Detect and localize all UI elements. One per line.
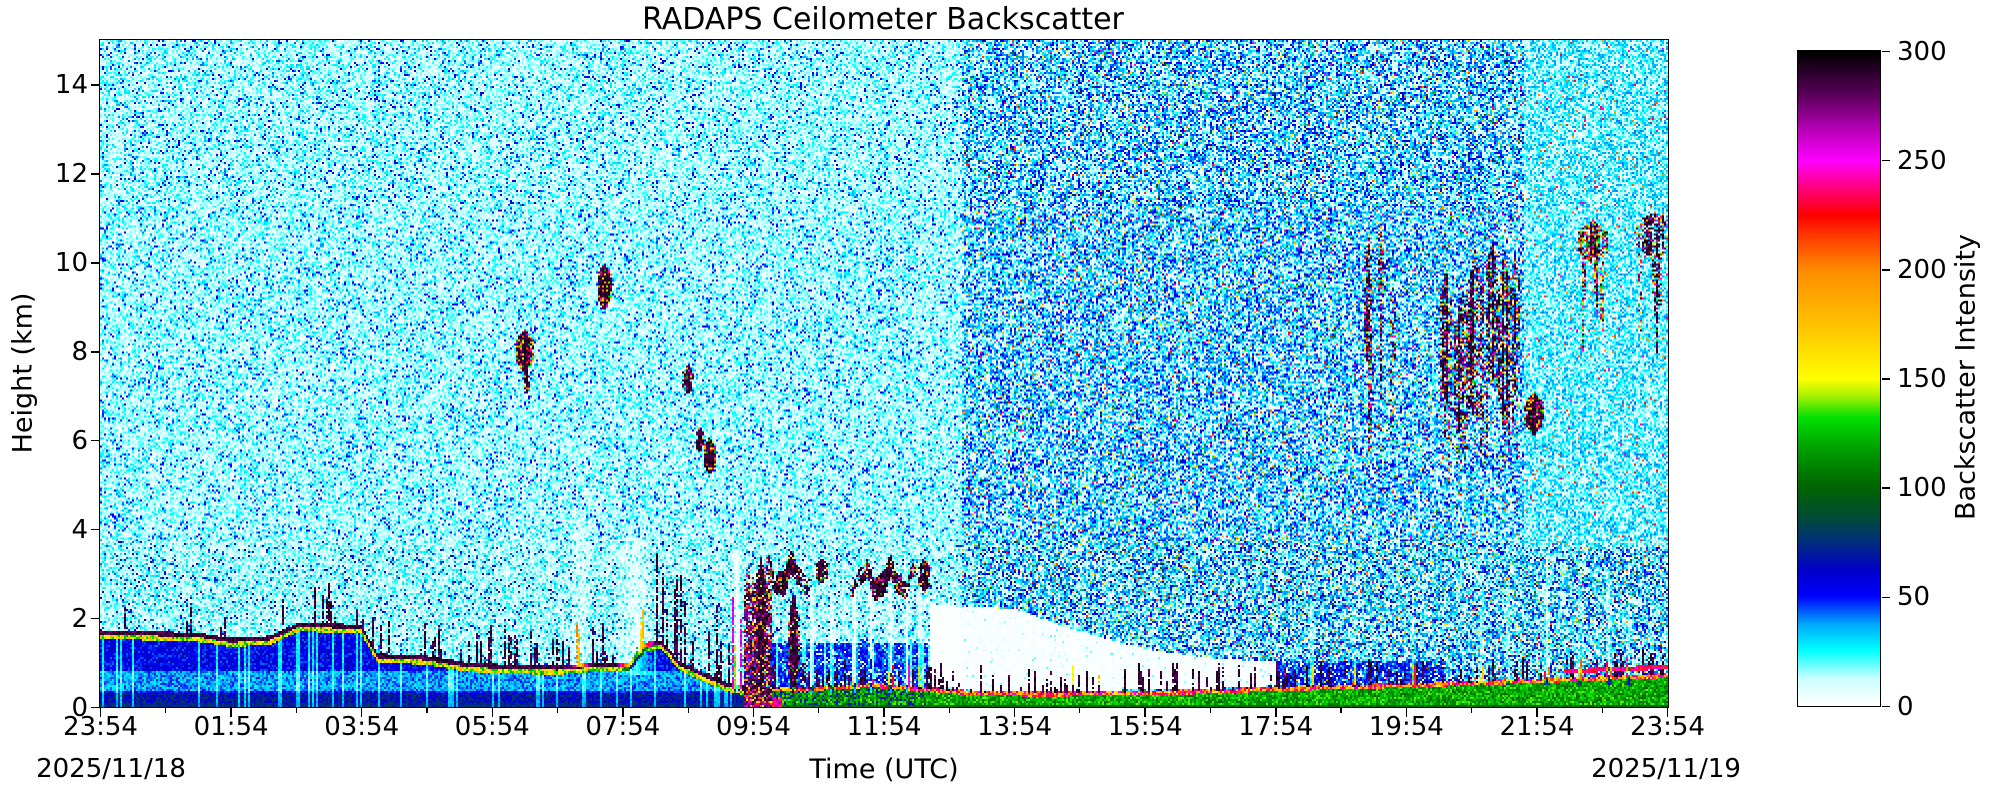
x-minor-tick [165, 708, 167, 713]
colorbar-tick-label: 200 [1897, 254, 1947, 285]
y-tick-label: 6 [71, 425, 88, 456]
colorbar-tick [1882, 596, 1890, 599]
x-major-tick [491, 708, 493, 717]
y-major-tick [91, 528, 100, 531]
x-minor-tick [687, 708, 689, 713]
y-major-tick [91, 439, 100, 442]
x-major-tick [99, 708, 102, 717]
colorbar-tick [1882, 705, 1890, 708]
x-major-tick [1013, 708, 1016, 717]
colorbar-tick [1882, 159, 1890, 162]
y-tick-label: 8 [71, 336, 88, 367]
x-minor-tick [1340, 708, 1342, 713]
x-tick-label: 05:54 [454, 712, 530, 742]
x-minor-tick [818, 708, 820, 713]
colorbar-label: Backscatter Intensity [1950, 234, 1982, 520]
x-tick-label: 23:54 [1630, 712, 1705, 742]
colorbar-tick [1882, 487, 1890, 489]
x-axis-label: Time (UTC) [809, 754, 959, 785]
x-minor-tick [426, 708, 428, 713]
colorbar-gradient [1798, 51, 1880, 706]
y-major-tick [91, 173, 100, 175]
x-tick-label: 07:54 [585, 712, 661, 742]
x-tick-label: 09:54 [715, 712, 791, 742]
x-tick-label: 23:54 [63, 712, 138, 742]
x-major-tick [360, 708, 363, 717]
y-tick-label: 14 [54, 69, 88, 100]
colorbar-tick [1882, 269, 1890, 271]
y-tick-label: 0 [71, 692, 88, 723]
colorbar-tick [1882, 378, 1890, 380]
x-minor-tick [1079, 708, 1081, 713]
colorbar-tick-label: 50 [1897, 582, 1931, 613]
x-tick-label: 03:54 [324, 712, 400, 742]
y-tick-label: 10 [54, 247, 88, 278]
y-tick-label: 12 [54, 158, 88, 189]
x-tick-label: 19:54 [1368, 712, 1444, 742]
y-tick-label: 2 [71, 603, 88, 634]
colorbar-tick [1882, 50, 1890, 53]
colorbar-tick-label: 250 [1897, 145, 1947, 176]
x-tick-label: 21:54 [1499, 712, 1575, 742]
y-major-tick [91, 617, 100, 620]
x-major-tick [752, 708, 755, 717]
x-major-tick [883, 708, 885, 717]
heatmap-canvas [100, 40, 1668, 707]
colorbar [1797, 50, 1881, 707]
x-minor-tick [295, 708, 297, 713]
x-major-tick [1666, 708, 1669, 717]
y-major-tick [91, 351, 100, 353]
x-major-tick [230, 708, 232, 717]
x-minor-tick [1209, 708, 1212, 713]
chart-title: RADAPS Ceilometer Backscatter [642, 2, 1124, 37]
x-tick-label: 01:54 [193, 712, 269, 742]
x-major-tick [1144, 708, 1146, 717]
x-axis-date-left: 2025/11/18 [36, 754, 186, 784]
y-major-tick [91, 262, 100, 264]
x-minor-tick [1471, 708, 1473, 713]
x-major-tick [1405, 708, 1408, 717]
colorbar-tick-label: 100 [1897, 473, 1947, 504]
x-major-tick [622, 708, 624, 717]
y-tick-label: 4 [71, 514, 88, 545]
y-major-tick [91, 84, 100, 86]
x-major-tick [1536, 708, 1538, 717]
y-axis-label: Height (km) [7, 292, 39, 454]
plot-area [99, 39, 1669, 708]
x-minor-tick [1601, 708, 1603, 713]
colorbar-tick-label: 0 [1897, 691, 1914, 722]
x-axis-date-right: 2025/11/19 [1591, 754, 1741, 784]
y-major-tick [91, 706, 100, 709]
x-tick-label: 15:54 [1107, 712, 1183, 742]
x-minor-tick [948, 708, 950, 713]
x-tick-label: 11:54 [846, 712, 922, 742]
colorbar-tick-label: 300 [1897, 36, 1947, 67]
colorbar-tick-label: 150 [1897, 364, 1947, 394]
x-minor-tick [556, 708, 559, 713]
x-tick-label: 13:54 [977, 712, 1053, 742]
x-major-tick [1275, 708, 1277, 717]
x-tick-label: 17:54 [1238, 712, 1314, 742]
